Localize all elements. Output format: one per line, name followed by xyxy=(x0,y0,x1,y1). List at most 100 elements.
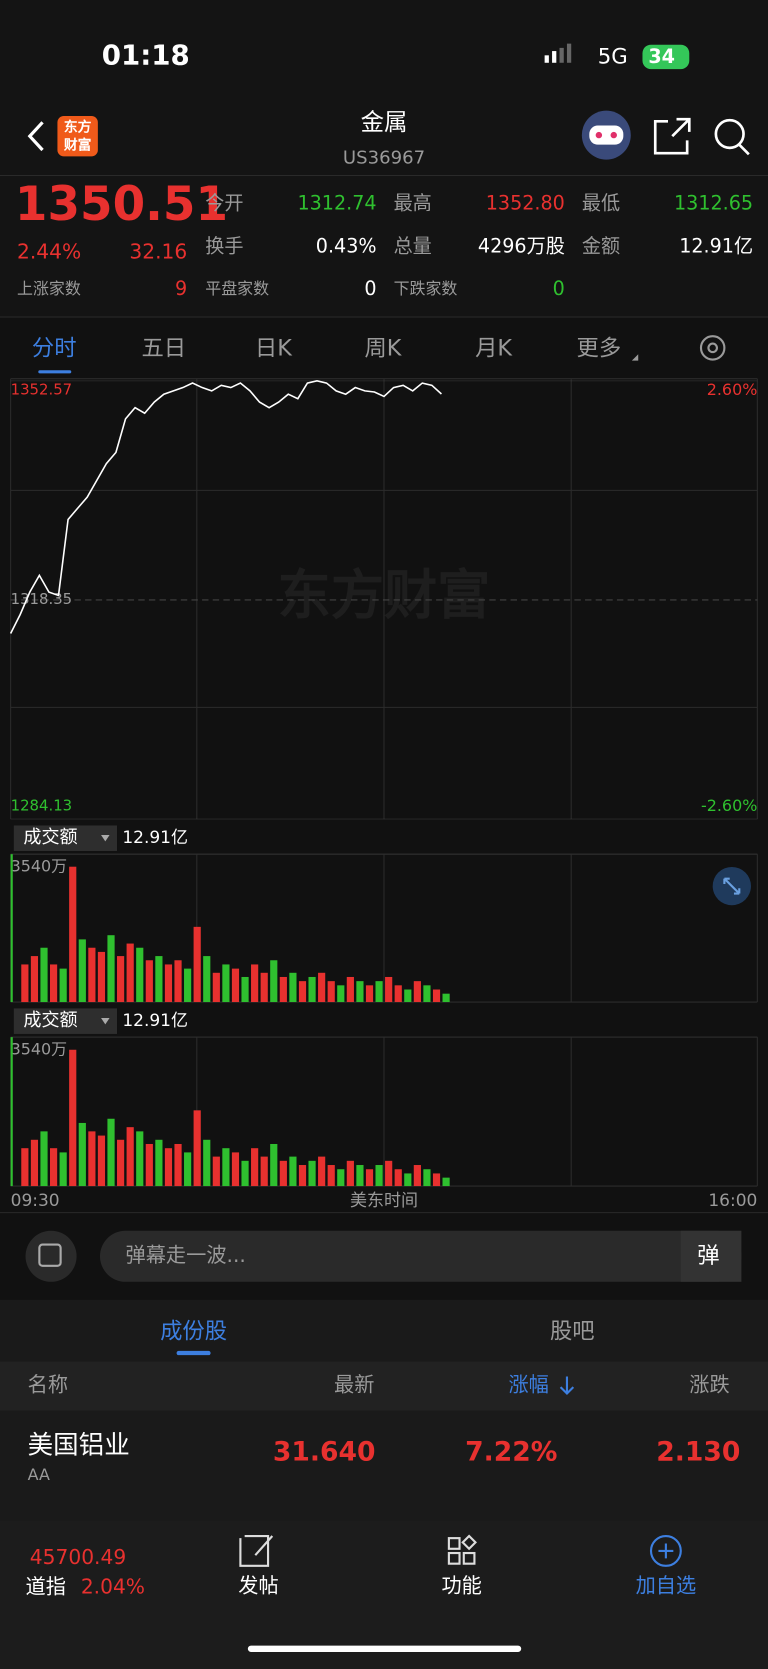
index-name[interactable]: 道指 xyxy=(26,1575,66,1599)
table-header-bg xyxy=(0,1361,768,1411)
volume-bar xyxy=(308,976,316,1003)
tab[interactable]: 周K xyxy=(364,335,402,361)
stat-label: 总量 xyxy=(394,234,432,257)
indicator-dropdown[interactable] xyxy=(13,1008,118,1034)
column-header[interactable]: 最新 xyxy=(334,1373,374,1397)
volume-bar xyxy=(117,1139,125,1187)
tab[interactable]: 五日 xyxy=(141,335,186,361)
volume-bar xyxy=(59,968,67,1003)
home-indicator xyxy=(247,1645,522,1652)
indicator-total: 12.91亿 xyxy=(122,1011,188,1031)
stat-value: 12.91亿 xyxy=(679,234,753,257)
logo xyxy=(57,115,98,157)
volume-bar xyxy=(69,1049,77,1187)
column-header[interactable]: 涨跌 xyxy=(689,1373,729,1397)
battery-level: 34 xyxy=(648,45,675,68)
volume-bar xyxy=(184,968,192,1003)
watermark: 东方财富 xyxy=(278,565,491,627)
volume-bar xyxy=(413,1165,421,1187)
volume-bar xyxy=(203,1139,211,1187)
volume-bar xyxy=(30,956,39,1003)
column-header[interactable]: 名称 xyxy=(28,1373,68,1397)
stock-name[interactable]: 美国铝业 xyxy=(28,1431,130,1461)
volume-bar xyxy=(404,989,412,1003)
volume-bar xyxy=(126,1127,134,1187)
tab[interactable]: 日K xyxy=(255,335,293,361)
section-tab[interactable]: 成份股 xyxy=(160,1318,227,1344)
volume-bar xyxy=(193,926,201,1003)
volume-panel: 成交额 12.91亿 3540万 xyxy=(10,1008,758,1187)
volume-bar xyxy=(222,964,230,1003)
volume-bar xyxy=(30,1139,39,1187)
volume-bar xyxy=(308,1160,316,1187)
post-icon[interactable] xyxy=(239,1534,274,1567)
logo-text: 财富 xyxy=(64,137,92,154)
index-value[interactable]: 45700.49 xyxy=(30,1545,126,1569)
header-bg xyxy=(0,0,768,318)
volume-bar xyxy=(164,1148,173,1187)
assistant-icon[interactable] xyxy=(581,110,631,160)
volume-bar xyxy=(337,1169,345,1187)
volume-bar xyxy=(21,1148,29,1187)
tab[interactable]: 更多 xyxy=(577,335,622,361)
indicator-name: 成交额 xyxy=(23,827,77,848)
volume-bar xyxy=(49,1148,58,1187)
expand-icon[interactable] xyxy=(712,866,751,906)
tab[interactable]: 月K xyxy=(475,335,513,361)
indicator-dropdown[interactable] xyxy=(13,825,118,851)
danmaku-button[interactable] xyxy=(680,1230,742,1282)
volume-bar xyxy=(126,943,134,1003)
stat-label: 最低 xyxy=(582,192,620,215)
y2-tick-label: -2.60% xyxy=(701,796,757,815)
back-button[interactable] xyxy=(27,121,44,152)
volume-bar xyxy=(365,1169,374,1187)
volume-bar xyxy=(164,964,173,1003)
settings-icon[interactable] xyxy=(699,335,726,361)
share-icon[interactable] xyxy=(653,117,691,155)
chart-frame xyxy=(10,378,758,820)
section-tab[interactable]: 股吧 xyxy=(550,1318,595,1344)
volume-bar xyxy=(337,985,345,1003)
y-tick-label: 1284.13 xyxy=(11,796,73,814)
indicator-name: 成交额 xyxy=(23,1010,77,1031)
volume-bar xyxy=(394,985,402,1003)
dropdown-arrow xyxy=(101,835,110,842)
bottom-bar xyxy=(0,1521,768,1669)
nav-label[interactable]: 功能 xyxy=(441,1574,481,1598)
volume-bar xyxy=(10,1037,13,1187)
search-icon[interactable] xyxy=(714,118,750,156)
cell: 7.22% xyxy=(465,1437,557,1468)
stat-label: 下跌家数 xyxy=(394,279,458,298)
volume-bar xyxy=(346,976,354,1003)
danmaku-input[interactable] xyxy=(99,1230,742,1282)
nav-label[interactable]: 发帖 xyxy=(238,1574,278,1598)
stat-value: 0 xyxy=(364,277,376,300)
function-icon[interactable] xyxy=(447,1534,477,1565)
y-tick-label: 3540万 xyxy=(11,856,67,875)
volume-bar xyxy=(289,972,297,1003)
column-header[interactable]: 涨幅 xyxy=(508,1373,548,1397)
volume-bar xyxy=(432,1173,441,1187)
cell: 2.130 xyxy=(656,1437,740,1468)
tab[interactable]: 分时 xyxy=(32,335,77,361)
x-tick-label: 16:00 xyxy=(708,1191,757,1211)
indicator-total: 12.91亿 xyxy=(122,828,188,848)
volume-bar xyxy=(385,1160,393,1187)
stat-value: 1312.74 xyxy=(297,192,376,215)
stat-label: 换手 xyxy=(205,234,243,257)
add-icon[interactable] xyxy=(649,1534,682,1567)
volume-bar xyxy=(212,1156,220,1187)
volume-bar xyxy=(49,964,58,1003)
stat-value: 9 xyxy=(175,277,187,300)
volume-bar xyxy=(279,1160,287,1187)
comment-icon[interactable] xyxy=(25,1230,77,1282)
volume-bar xyxy=(365,985,374,1003)
volume-bar xyxy=(251,1148,259,1187)
volume-bar xyxy=(318,1156,326,1187)
volume-bar xyxy=(327,981,335,1003)
volume-bar xyxy=(260,972,268,1003)
volume-bar xyxy=(231,968,240,1003)
nav-label[interactable]: 加自选 xyxy=(636,1574,697,1598)
section-bg xyxy=(0,1299,768,1524)
